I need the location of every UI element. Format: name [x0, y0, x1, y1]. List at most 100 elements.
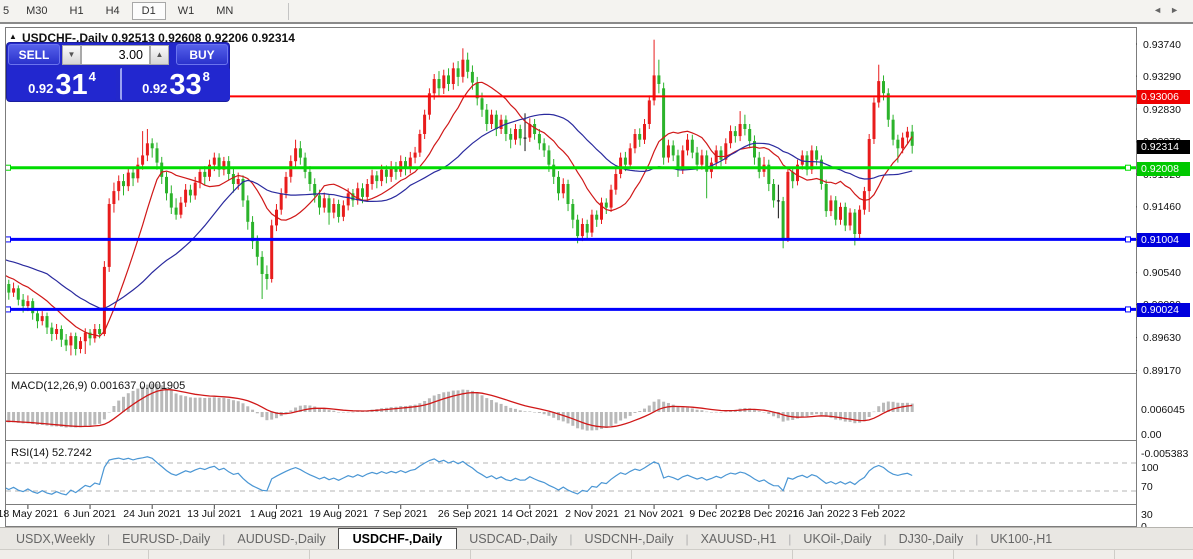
tab-separator: | [975, 532, 979, 546]
sell-price-big-digits: 31 [55, 69, 88, 101]
date-axis-label: 26 Sep 2021 [437, 508, 498, 520]
chart-tab-bar: USDX,Weekly | EURUSD-,Daily | AUDUSD-,Daily U… [0, 527, 1193, 549]
macd-axis-label: -0.005383 [1141, 448, 1189, 460]
macd-label: MACD(12,26,9) 0.001637 0.001905 [11, 380, 186, 392]
status-cell [310, 550, 471, 559]
chart-canvas[interactable] [0, 24, 1193, 527]
date-axis-label: 6 Jun 2021 [64, 508, 117, 520]
tab-separator: | [788, 532, 792, 546]
rsi-label: RSI(14) 52.7242 [11, 447, 92, 459]
tab-separator: | [685, 532, 689, 546]
sell-button[interactable]: SELL [8, 44, 60, 65]
status-cell [0, 550, 149, 559]
volume-decrease-button[interactable]: ▼ [62, 45, 81, 65]
price-axis-label: 0.92830 [1143, 103, 1181, 116]
timeframe-button-d1[interactable]: D1 [131, 2, 166, 20]
timeframe-button-h4[interactable]: H4 [105, 5, 120, 17]
tab-usdchf-daily[interactable]: USDCHF-,Daily [337, 528, 458, 549]
sell-price-base: 0.92 [28, 81, 54, 96]
price-axis-label: 0.90540 [1143, 267, 1181, 280]
tab-usdcad-daily[interactable]: USDCAD-,Daily [469, 532, 558, 546]
status-bar [0, 549, 1193, 559]
price-badge: 0.92008 [1137, 161, 1190, 176]
chevron-up-icon: ▲ [155, 50, 164, 59]
status-cell [954, 550, 1115, 559]
tab-dj30-daily[interactable]: DJ30-,Daily [898, 532, 964, 546]
date-axis-label: 3 Feb 2022 [852, 508, 906, 520]
tab-usdx-weekly[interactable]: USDX,Weekly [16, 532, 95, 546]
macd-axis-label: 0.00 [1141, 429, 1162, 441]
chart-ohlc-values: 0.92513 0.92608 0.92206 0.92314 [111, 31, 295, 45]
tab-xauusd-h1[interactable]: XAUUSD-,H1 [700, 532, 777, 546]
chart-symbol-label: USDCHF-,Daily [22, 31, 109, 45]
buy-price-big-digits: 33 [169, 69, 202, 101]
price-badge: 0.93006 [1137, 90, 1190, 105]
macd-pane [6, 383, 914, 431]
date-axis-label: 21 Nov 2021 [624, 508, 684, 520]
rsi-pane [6, 456, 1136, 496]
price-badge: 0.91004 [1137, 233, 1190, 248]
sell-price-pip-digit: 4 [88, 69, 96, 84]
rsi-axis-label: 30 [1141, 509, 1153, 521]
one-click-trading-panel: SELL ▼ ▲ BUY 0.92 31 4 0.92 33 8 [7, 43, 230, 101]
price-badge: 0.90024 [1137, 303, 1190, 318]
tab-scroll-arrows: ◄► [1153, 5, 1187, 15]
sell-price-display[interactable]: 0.92 31 4 [8, 68, 116, 100]
tab-scroll-right-icon[interactable]: ► [1170, 5, 1187, 15]
date-axis-label: 24 Jun 2021 [123, 508, 182, 520]
buy-price-pip-digit: 8 [202, 69, 210, 84]
date-axis-label: 14 Oct 2021 [501, 508, 559, 520]
tab-separator: | [569, 532, 573, 546]
chart-window: ▲ USDCHF-,Daily 0.92513 0.92608 0.92206 … [0, 24, 1193, 533]
price-axis-label: 0.89630 [1143, 332, 1181, 345]
toolbar-divider [288, 2, 290, 20]
timeframe-toolbar: 5 M30 H1 H4 D1 W1 MN [0, 0, 1193, 24]
timeframe-button-h1[interactable]: H1 [69, 5, 84, 17]
macd-axis-label: 0.006045 [1141, 404, 1185, 416]
tab-audusd-daily[interactable]: AUDUSD-,Daily [237, 532, 326, 546]
price-badge: 0.92314 [1137, 139, 1190, 154]
date-axis-label: 13 Jul 2021 [187, 508, 242, 520]
status-cell [149, 550, 310, 559]
status-cell [793, 550, 954, 559]
chevron-down-icon: ▼ [67, 50, 76, 59]
volume-input[interactable] [81, 45, 150, 65]
buy-button[interactable]: BUY [176, 44, 228, 65]
timeframe-button-mn[interactable]: MN [216, 5, 234, 17]
one-click-collapse-icon[interactable]: ▲ [9, 32, 17, 41]
tab-separator: | [222, 532, 226, 546]
date-axis-label: 1 Aug 2021 [249, 508, 304, 520]
timeframe-button-5[interactable]: 5 [3, 5, 10, 17]
date-axis-label: 2 Nov 2021 [565, 508, 619, 520]
buy-price-display[interactable]: 0.92 33 8 [120, 68, 230, 100]
price-axis-label: 0.91460 [1143, 201, 1181, 214]
tab-separator: | [883, 532, 887, 546]
date-axis-label: 19 Aug 2021 [309, 508, 369, 520]
buy-price-base: 0.92 [142, 81, 168, 96]
date-axis-label: 18 May 2021 [0, 508, 59, 520]
tab-separator: | [106, 532, 111, 546]
status-cell [632, 550, 793, 559]
tab-eurusd-daily[interactable]: EURUSD-,Daily [122, 532, 211, 546]
price-axis[interactable]: 0.937400.932900.928300.923700.919200.914… [1137, 25, 1192, 533]
one-click-top-row: SELL ▼ ▲ BUY [7, 43, 229, 67]
tab-uk100-h1[interactable]: UK100-,H1 [990, 532, 1053, 546]
timeframe-button-m30[interactable]: M30 [26, 5, 48, 17]
timeframe-button-w1[interactable]: W1 [177, 5, 195, 17]
price-axis-label: 0.93290 [1143, 70, 1181, 83]
date-axis-label: 9 Dec 2021 [689, 508, 744, 520]
tab-usdcnh-daily[interactable]: USDCNH-,Daily [584, 532, 674, 546]
date-axis-label: 28 Dec 2021 [739, 508, 799, 520]
volume-increase-button[interactable]: ▲ [150, 45, 169, 65]
tab-ukoil-daily[interactable]: UKOil-,Daily [803, 532, 872, 546]
price-axis-label: 0.93740 [1143, 38, 1181, 51]
date-axis-label: 16 Jan 2022 [792, 508, 851, 520]
chart-header: USDCHF-,Daily 0.92513 0.92608 0.92206 0.… [22, 31, 295, 45]
rsi-axis-label: 100 [1141, 462, 1159, 474]
tab-scroll-left-icon[interactable]: ◄ [1153, 5, 1171, 15]
status-cell [471, 550, 632, 559]
rsi-axis-label: 70 [1141, 481, 1153, 493]
price-axis-label: 0.89170 [1143, 364, 1181, 377]
date-axis-label: 7 Sep 2021 [373, 508, 428, 520]
